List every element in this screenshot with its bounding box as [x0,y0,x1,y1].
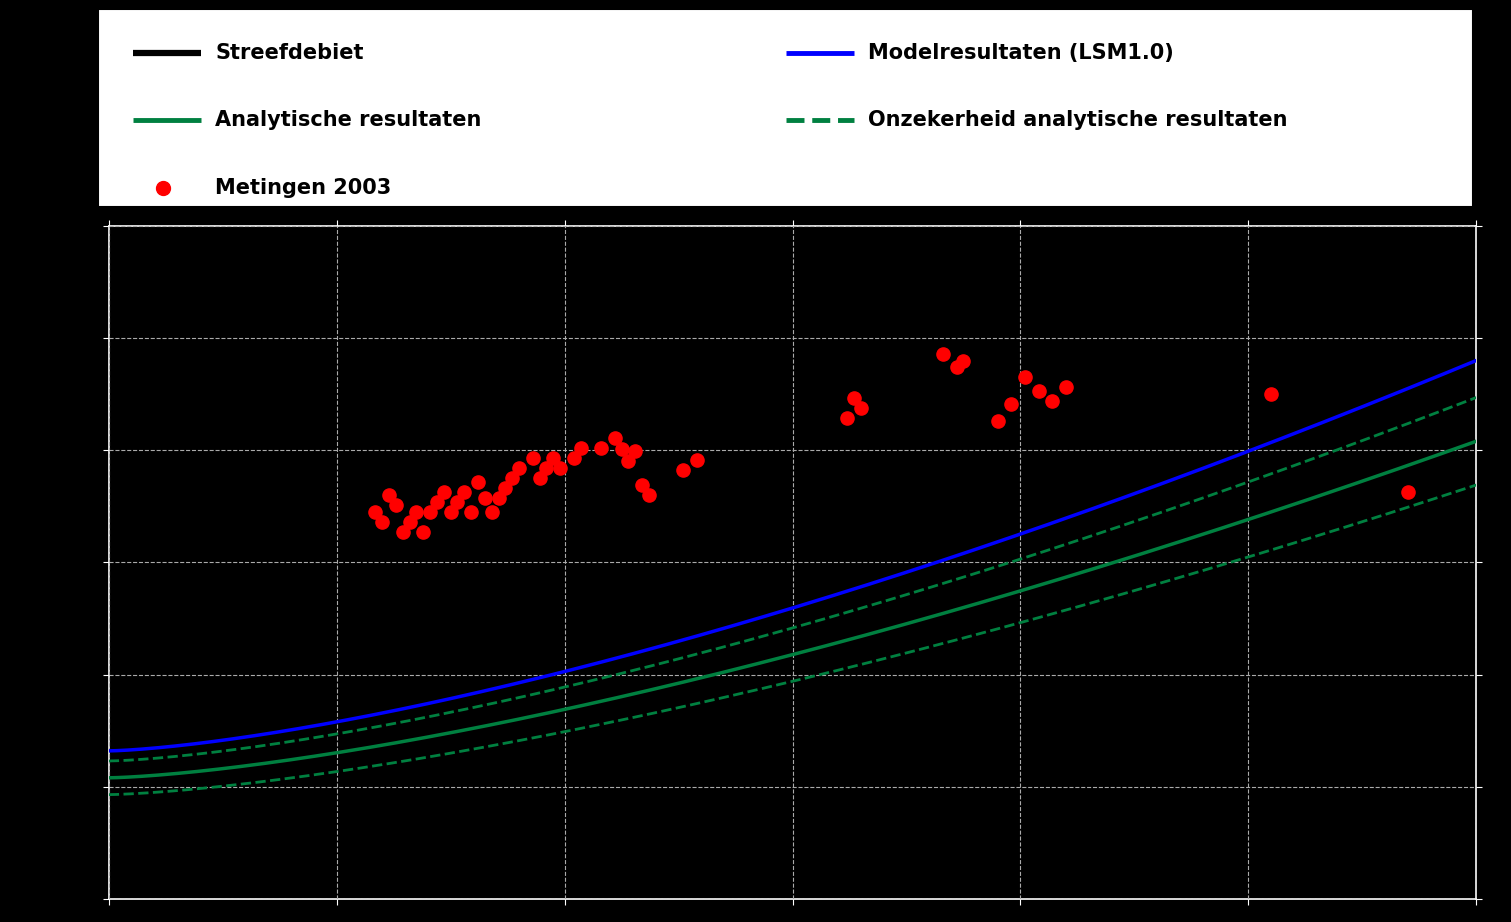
Point [419,504,443,519]
Point [473,491,497,506]
Point [405,504,429,519]
Point [446,494,470,509]
Point [1026,384,1050,398]
Point [465,474,490,489]
Point [623,444,647,459]
Point [1040,394,1064,408]
Point [1055,380,1079,395]
Point [452,484,476,499]
Text: Analytische resultaten: Analytische resultaten [215,111,482,130]
Text: Metingen 2003: Metingen 2003 [215,178,391,197]
Point [493,481,517,496]
Point [370,514,394,529]
Point [508,461,532,476]
Point [931,347,955,361]
Point [568,441,592,455]
Point [487,491,511,506]
Point [541,451,565,466]
Point [548,461,573,476]
Point [985,414,1009,429]
Point [459,504,484,519]
Point [1396,484,1420,499]
Point [952,353,976,368]
Point [1012,370,1037,384]
Point [527,471,552,486]
Point [999,396,1023,411]
Point [630,478,654,492]
Point [384,498,408,513]
Point [378,488,402,502]
Text: Modelresultaten (LSM1.0): Modelresultaten (LSM1.0) [869,42,1174,63]
Point [562,451,586,466]
Point [684,453,709,467]
Point [603,431,627,445]
Point [425,494,449,509]
Point [391,525,416,539]
Point [411,525,435,539]
Point [842,390,866,405]
Point [363,504,387,519]
Point [500,471,524,486]
Text: Streefdebiet: Streefdebiet [215,42,364,63]
Point [589,441,613,455]
Point [944,360,969,374]
Text: Onzekerheid analytische resultaten: Onzekerheid analytische resultaten [869,111,1287,130]
Point [521,451,545,466]
Point [609,442,633,456]
Point [1259,387,1283,402]
Point [432,484,456,499]
Point [535,461,559,476]
Point [479,504,503,519]
Point [397,514,422,529]
Point [671,462,695,477]
Point [849,400,873,415]
Point [636,488,660,502]
Point [836,410,860,425]
Point [616,454,641,468]
Point [438,504,462,519]
